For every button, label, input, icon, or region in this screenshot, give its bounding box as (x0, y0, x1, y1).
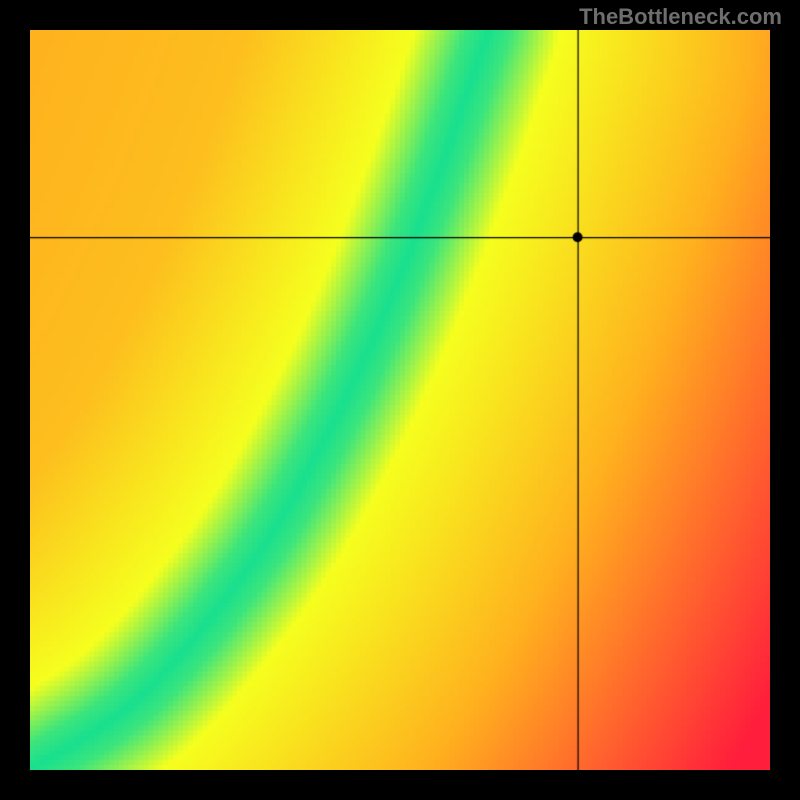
watermark-text: TheBottleneck.com (579, 4, 782, 30)
bottleneck-heatmap (30, 30, 770, 770)
chart-container: { "watermark": { "text": "TheBottleneck.… (0, 0, 800, 800)
